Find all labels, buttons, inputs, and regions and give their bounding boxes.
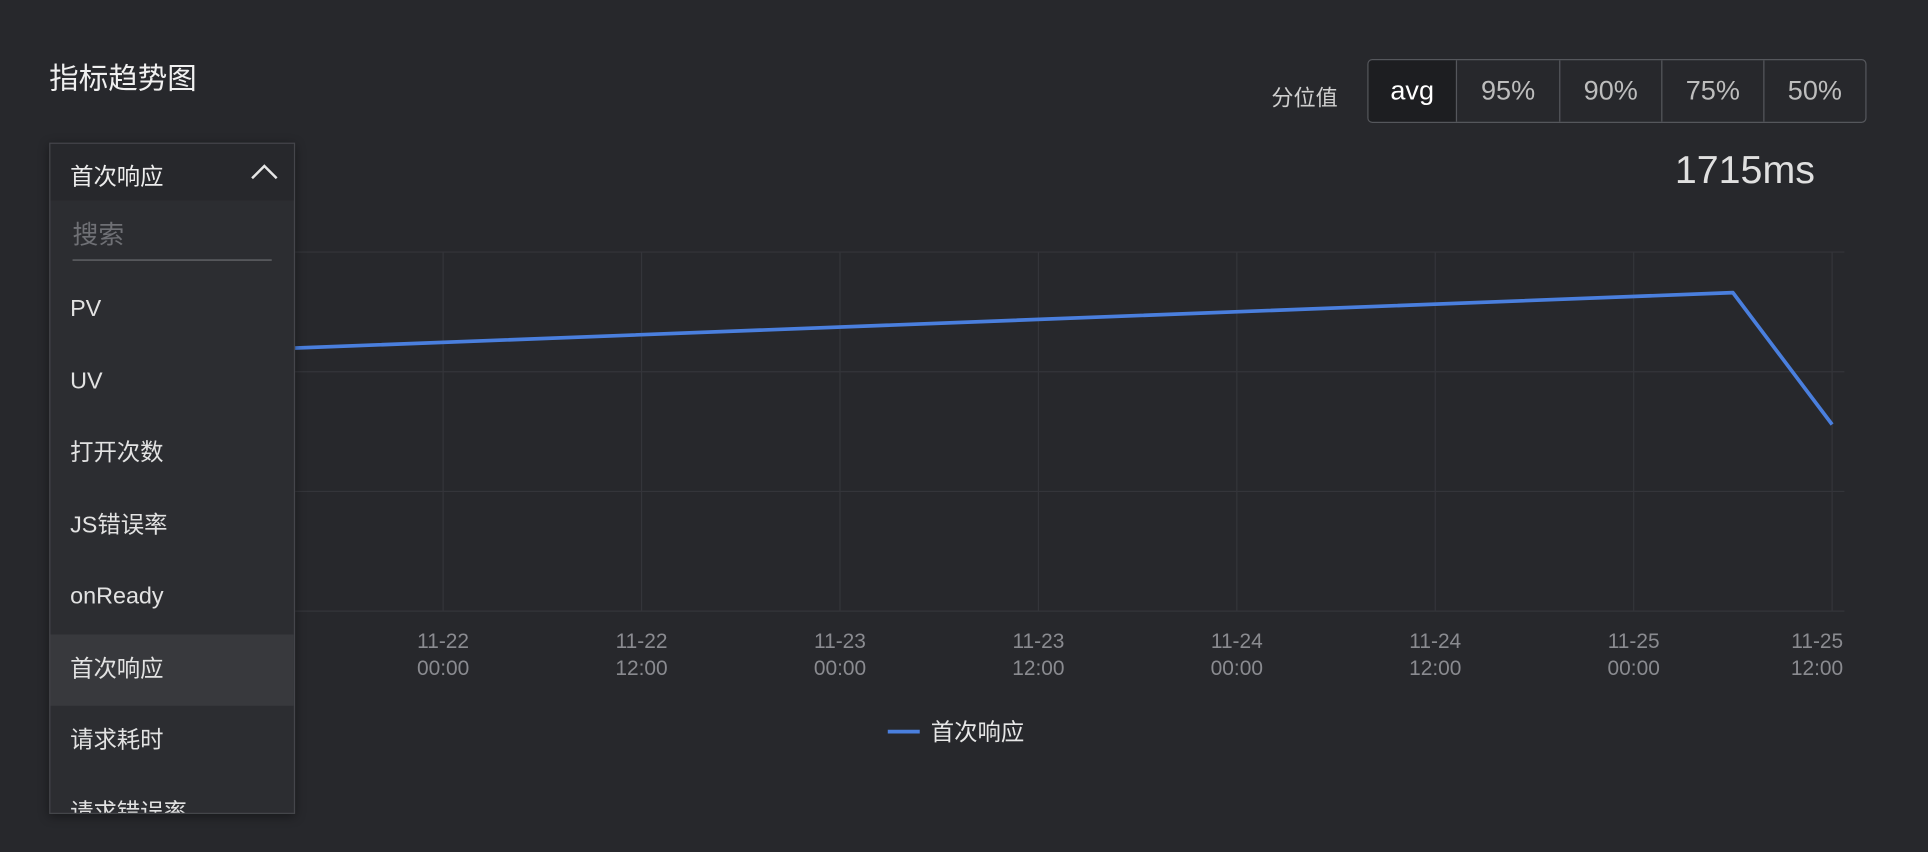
x-tick-label: 11-23 00:00 [814,630,866,680]
legend-label: 首次响应 [931,719,1024,745]
metric-dropdown: 首次响应 搜索 PV UV 打开次数 JS错误率 onReady 首次响应请求耗时请求错误… [49,142,296,814]
dropdown-header[interactable]: 首次响应 [50,143,294,201]
option-list: PV UV 打开次数 JS错误率 onReady 首次响应请求耗时请求错误率 [50,274,294,814]
x-tick-label: 11-23 12:00 [1012,630,1064,680]
dropdown-selected: 首次响应 [70,164,164,191]
dropdown-option[interactable]: 首次响应 [50,633,294,706]
x-tick-label: 11-22 12:00 [615,630,667,680]
current-value: 1715ms [1674,147,1815,192]
search-input[interactable]: 搜索 [72,215,272,261]
page-title: 指标趋势图 [49,62,197,96]
x-tick-label: 11-24 12:00 [1409,630,1461,680]
percentile-button[interactable]: avg [1368,60,1456,122]
x-tick-label: 11-24 00:00 [1211,630,1263,680]
x-tick-label: 11-25 12:00 [1791,630,1843,680]
dropdown-option[interactable]: PV [70,296,102,323]
percentile-button[interactable]: 95% [1455,60,1559,122]
dropdown-option[interactable]: JS错误率 [70,512,168,538]
percentile-button[interactable]: 50% [1763,60,1865,122]
dropdown-option[interactable]: 请求错误率 [70,799,187,814]
percentile-selector: avg 95% 90% 75% 50% [1367,59,1867,123]
x-tick-label: 11-22 00:00 [417,630,469,680]
chevron-icon [251,164,278,180]
dropdown-option[interactable]: 请求耗时 [70,727,164,754]
data-line [244,290,1834,426]
percentile-button[interactable]: 75% [1661,60,1763,122]
x-tick-label: 11-25 00:00 [1608,630,1660,680]
percentile-label: 分位值 [1271,86,1338,111]
dropdown-option[interactable]: UV [70,368,103,395]
dropdown-option[interactable]: 打开次数 [70,440,164,467]
dropdown-option[interactable]: onReady [70,584,164,610]
percentile-button[interactable]: 90% [1559,60,1661,122]
